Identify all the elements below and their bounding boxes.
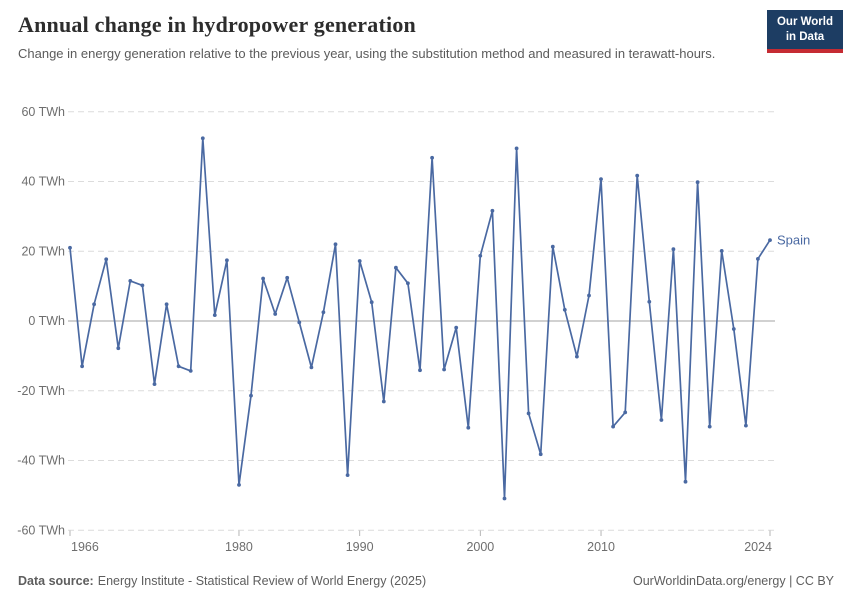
data-point [237,483,241,487]
data-point [164,302,169,307]
chart-subtitle: Change in energy generation relative to … [18,46,716,61]
data-point [188,369,193,373]
data-point [538,452,543,457]
data-point [768,238,772,243]
data-point [599,177,603,182]
data-point [744,423,748,428]
data-source: Data source: Energy Institute - Statistic… [18,574,426,588]
data-point [635,173,640,178]
data-point [309,365,314,370]
data-point [176,364,181,369]
license-link[interactable]: OurWorldinData.org/energy | CC BY [632,574,834,588]
data-point [225,258,229,263]
data-point [200,136,205,141]
data-point [707,424,712,429]
data-point [611,424,615,429]
y-axis-label: 20 TWh [21,244,65,258]
data-point [249,393,253,398]
x-axis-label: 1980 [225,540,253,554]
data-point [406,281,410,286]
y-axis-label: 0 TWh [28,314,65,328]
data-point [273,312,278,316]
data-point [562,307,567,312]
data-point [116,346,121,351]
data-point [575,354,579,359]
data-point [478,253,483,258]
data-point [731,327,736,331]
y-axis-label: -40 TWh [17,454,65,468]
data-point [719,249,724,253]
data-point [261,276,265,281]
data-point [394,265,398,270]
data-point [647,299,652,304]
data-point [502,496,507,501]
data-point [514,146,519,151]
data-point [345,473,350,477]
data-point [68,245,72,250]
logo-line1: Our World [776,16,833,28]
data-point [454,325,459,330]
data-point [526,411,531,416]
x-axis-label: 2000 [466,540,494,554]
data-point [442,367,446,372]
data-point [321,310,326,315]
data-point [418,368,422,373]
data-point [297,320,302,325]
data-point [140,283,145,288]
data-point [128,279,133,283]
data-point [695,180,700,185]
data-point [671,247,676,252]
data-point [587,293,591,298]
chart-footer: Data source: Energy Institute - Statistic… [18,574,834,588]
data-point [381,399,386,404]
data-point [92,302,96,307]
data-point [466,425,471,430]
x-axis-label: 1966 [71,540,99,554]
y-axis-label: -60 TWh [17,523,65,537]
data-point [369,300,374,305]
series-label: Spain [777,233,810,248]
data-point [212,313,217,317]
data-point [357,259,362,263]
series-line [69,137,771,500]
x-axis-label: 2024 [744,540,772,554]
data-point [756,257,760,261]
logo-line2: in Data [785,31,825,44]
chart-header: Annual change in hydropower generation C… [18,12,740,64]
data-point [623,410,628,415]
data-point [490,208,495,213]
data-point [80,364,84,369]
y-axis-label: 40 TWh [21,175,65,189]
x-axis-label: 2010 [587,540,615,554]
data-point [285,275,290,280]
data-source-text[interactable]: Energy Institute - Statistical Review of… [97,574,427,588]
data-point [333,242,338,247]
y-axis-label: -20 TWh [17,384,65,398]
data-point [430,155,434,160]
data-point [659,418,664,422]
y-axis-label: 60 TWh [21,105,65,119]
data-source-label: Data source: [18,574,94,588]
data-point [683,479,688,484]
page-title: Annual change in hydropower generation [18,12,416,37]
x-axis-label: 1990 [346,540,374,554]
data-point [550,244,555,249]
data-point [152,382,157,386]
data-point [104,257,109,262]
owid-logo[interactable]: Our World in Data [767,10,843,54]
